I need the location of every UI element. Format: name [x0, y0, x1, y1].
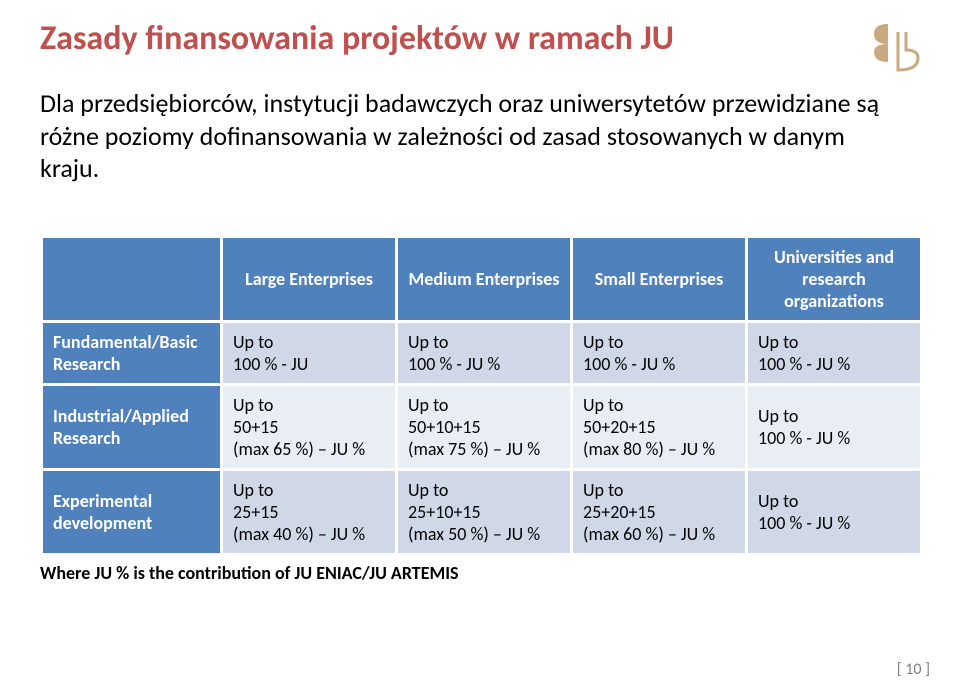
table-footnote: Where JU % is the contribution of JU ENI…: [40, 562, 920, 584]
br-logo: [860, 22, 930, 72]
table-cell: Up to50+10+15(max 75 %) – JU %: [397, 384, 572, 469]
table-header-row: Large Enterprises Medium Enterprises Sma…: [42, 236, 922, 321]
table-cell: Up to100 % - JU %: [397, 321, 572, 384]
table-cell: Up to50+15(max 65 %) – JU %: [222, 384, 397, 469]
table-header-univ: Universities and research organizations: [747, 236, 922, 321]
table-row: Industrial/Applied Research Up to50+15(m…: [42, 384, 922, 469]
funding-table: Large Enterprises Medium Enterprises Sma…: [40, 235, 923, 556]
page-title: Zasady finansowania projektów w ramach J…: [40, 20, 920, 57]
table-row: Fundamental/Basic Research Up to100 % - …: [42, 321, 922, 384]
table-row: Experimental development Up to25+15(max …: [42, 469, 922, 554]
table-cell: Up to100 % - JU %: [747, 384, 922, 469]
table-cell: Up to50+20+15(max 80 %) – JU %: [572, 384, 747, 469]
intro-paragraph: Dla przedsiębiorców, instytucji badawczy…: [40, 87, 900, 185]
table-cell: Up to25+15(max 40 %) – JU %: [222, 469, 397, 554]
row-label: Industrial/Applied Research: [42, 384, 222, 469]
table-header-empty: [42, 236, 222, 321]
table-header-large: Large Enterprises: [222, 236, 397, 321]
table-cell: Up to100 % - JU: [222, 321, 397, 384]
table-cell: Up to100 % - JU %: [747, 469, 922, 554]
row-label: Experimental development: [42, 469, 222, 554]
row-label: Fundamental/Basic Research: [42, 321, 222, 384]
table-header-medium: Medium Enterprises: [397, 236, 572, 321]
table-header-small: Small Enterprises: [572, 236, 747, 321]
table-cell: Up to100 % - JU %: [747, 321, 922, 384]
table-cell: Up to25+20+15(max 60 %) – JU %: [572, 469, 747, 554]
table-cell: Up to25+10+15(max 50 %) – JU %: [397, 469, 572, 554]
table-cell: Up to100 % - JU %: [572, 321, 747, 384]
page-number: [ 10 ]: [897, 660, 930, 679]
